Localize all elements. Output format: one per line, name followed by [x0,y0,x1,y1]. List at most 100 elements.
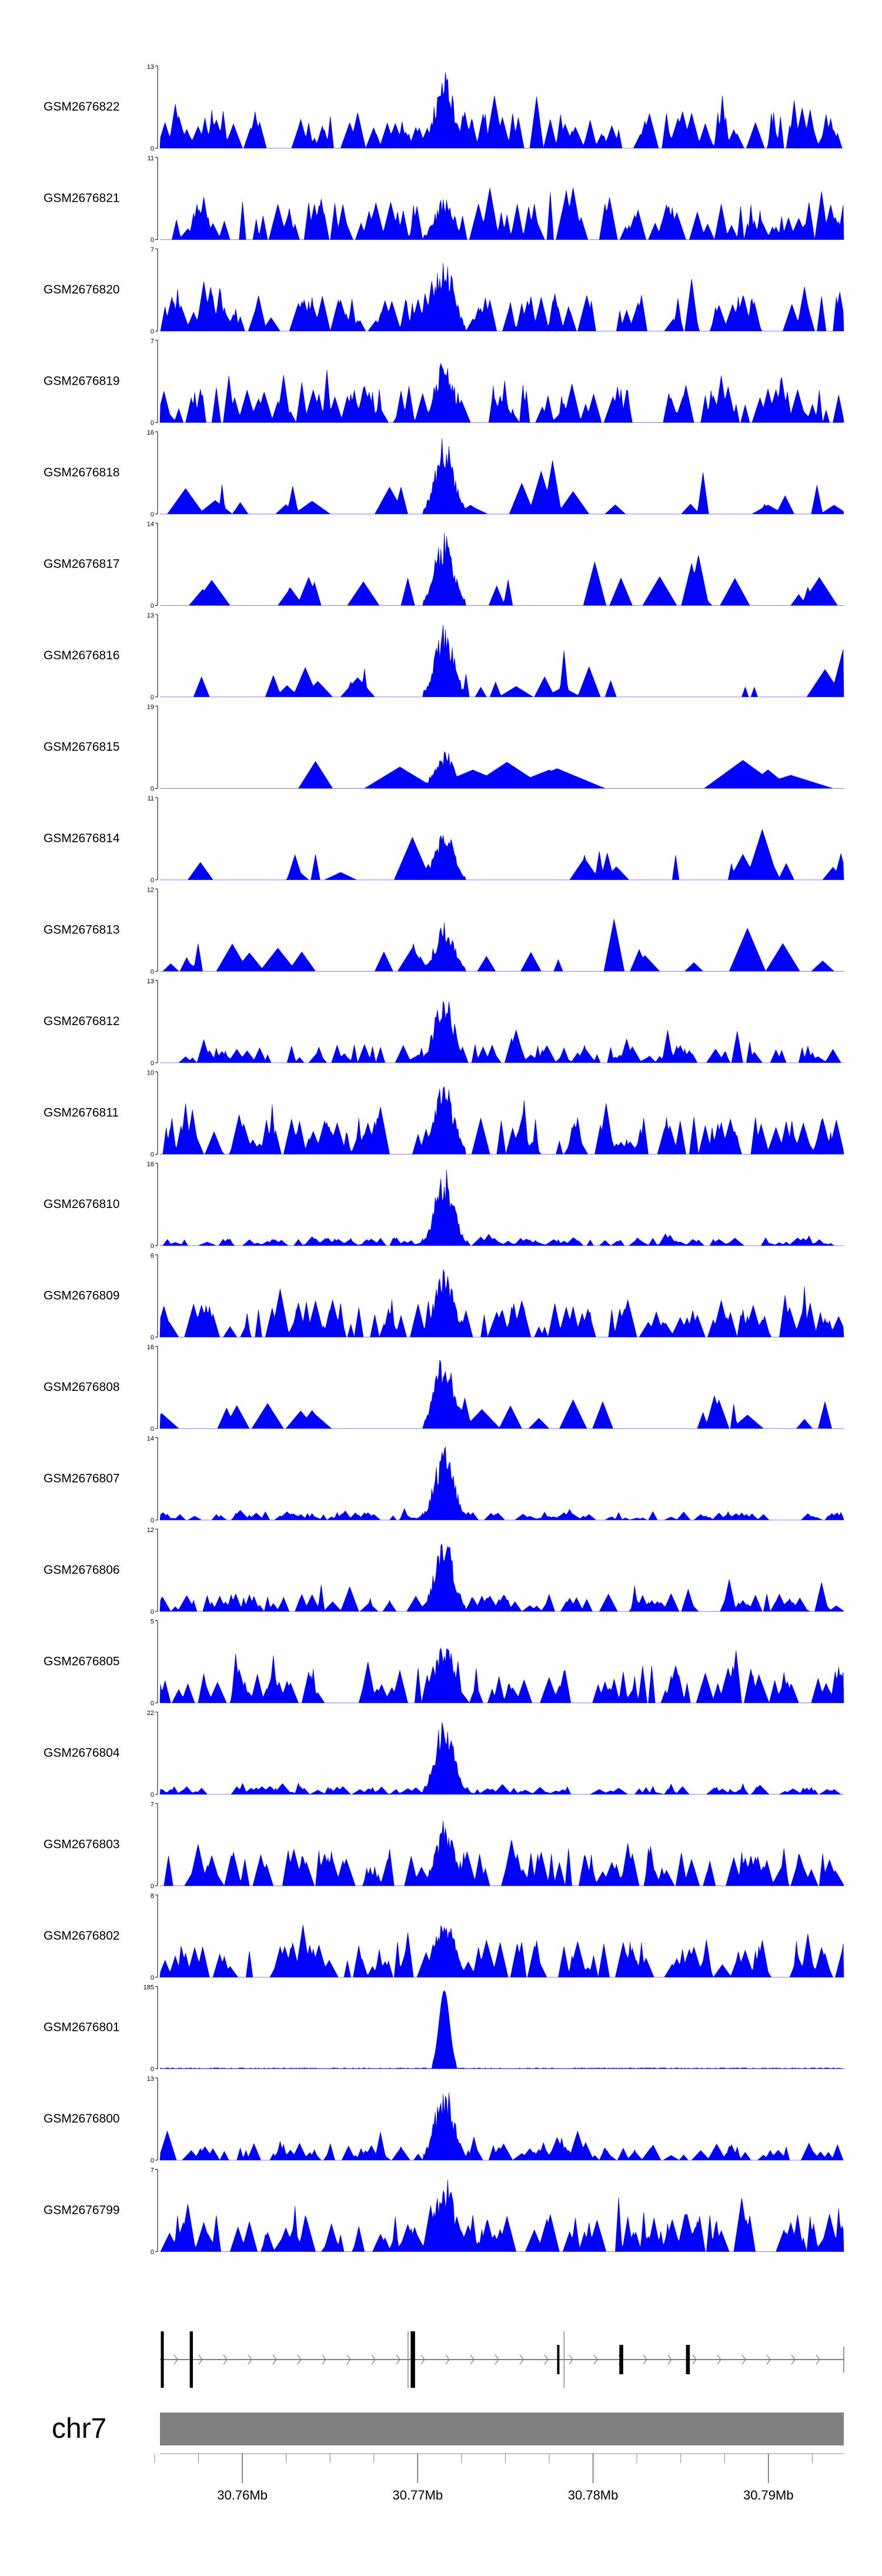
strand-arrow [297,2354,302,2365]
strand-arrow [198,2354,203,2365]
strand-arrow [396,2354,400,2365]
track-label: GSM2676809 [44,1289,120,1303]
y-max-label: 11 [148,155,154,162]
y-max-label: 12 [147,1527,154,1534]
y-max-label: 14 [147,1436,154,1443]
y-min-label: 0 [151,694,154,701]
coverage-area [159,1446,844,1520]
y-min-label: 0 [151,1883,154,1890]
coverage-area [160,187,844,241]
track-GSM2676800: GSM2676800 13 0 [44,2076,844,2164]
track-GSM2676804: GSM2676804 22 0 [44,1710,844,1798]
strand-arrow [495,2354,499,2365]
x-axis: 30.76Mb 30.77Mb 30.78Mb 30.79Mb [154,2453,844,2502]
track-GSM2676811: GSM2676811 10 0 [44,1070,844,1159]
track-GSM2676808: GSM2676808 16 0 [44,1344,844,1433]
track-GSM2676820: GSM2676820 7 0 [44,246,844,335]
coverage-area [160,1000,844,1064]
y-max-label: 5 [151,1619,154,1626]
y-max-label: 16 [147,429,154,436]
coverage-area [159,1360,844,1429]
y-max-label: 8 [151,1893,154,1900]
track-label: GSM2676811 [44,1106,119,1120]
exon [686,2345,690,2374]
y-min-label: 0 [151,1700,154,1707]
coverage-area [159,2093,844,2161]
coverage-area [159,1722,844,1795]
coverage-area [159,72,844,149]
y-max-label: 11 [148,795,154,802]
track-label: GSM2676814 [44,832,120,845]
y-min-label: 0 [151,2157,154,2164]
strand-arrow [544,2354,549,2365]
y-min-label: 0 [151,1152,154,1159]
chromosome-bar [160,2413,844,2445]
coverage-area [159,1543,844,1612]
strand-arrow [420,2354,425,2365]
y-max-label: 7 [151,2167,154,2174]
track-label: GSM2676812 [44,1015,120,1028]
track-GSM2676818: GSM2676818 16 0 [44,429,844,518]
y-max-label: 14 [147,521,154,528]
y-max-label: 19 [147,704,154,711]
ideogram-track: chr7 [52,2413,844,2445]
track-GSM2676801: GSM2676801 185 0 [44,1984,844,2073]
y-max-label: 7 [151,246,154,253]
strand-arrow [445,2354,450,2365]
y-max-label: 10 [147,1070,154,1077]
track-label: GSM2676813 [44,923,120,937]
coverage-area [160,751,844,789]
signal-tracks: GSM2676822130GSM2676821110GSM267682070GS… [44,64,844,2256]
strand-arrow [643,2354,647,2365]
coverage-area [160,263,844,332]
track-GSM2676809: GSM2676809 6 0 [44,1253,844,1342]
strand-arrow [470,2354,475,2365]
track-label: GSM2676799 [44,2204,120,2217]
y-min-label: 0 [151,1060,154,1067]
track-GSM2676819: GSM2676819 7 0 [44,338,844,427]
y-max-label: 18 [147,1161,154,1168]
track-GSM2676799: GSM2676799 7 0 [44,2167,844,2256]
exon [189,2331,193,2388]
track-label: GSM2676808 [44,1380,120,1394]
track-GSM2676812: GSM2676812 13 0 [44,978,844,1067]
track-label: GSM2676819 [44,375,120,388]
track-label: GSM2676805 [44,1655,120,1669]
y-min-label: 0 [151,1426,154,1433]
track-GSM2676817: GSM2676817 14 0 [44,521,844,610]
coverage-area [160,829,844,880]
track-label: GSM2676816 [44,649,120,662]
strand-arrow [816,2354,820,2365]
track-label: GSM2676822 [44,100,120,114]
track-GSM2676807: GSM2676807 14 0 [44,1436,844,1524]
y-min-label: 0 [151,145,154,152]
strand-arrow [173,2354,178,2365]
track-GSM2676813: GSM2676813 12 0 [44,887,844,976]
strand-arrow [741,2354,746,2365]
chromosome-label: chr7 [52,2413,106,2444]
y-max-label: 13 [147,978,154,985]
track-label: GSM2676818 [44,466,120,479]
strand-arrow [346,2354,351,2365]
coverage-area [160,2180,844,2252]
coverage-area [160,1170,844,1246]
exon [410,2331,415,2388]
y-min-label: 0 [151,1791,154,1798]
y-min-label: 0 [151,420,154,427]
x-tick-label: 30.77Mb [393,2488,443,2502]
y-min-label: 0 [151,1517,154,1524]
strand-arrow [667,2354,672,2365]
y-max-label: 7 [151,338,154,345]
y-max-label: 13 [147,2076,154,2083]
exon [161,2331,164,2388]
strand-arrow [223,2354,228,2365]
strand-arrow [371,2354,376,2365]
strand-arrow [322,2354,326,2365]
track-GSM2676805: GSM2676805 5 0 [44,1619,844,1707]
y-min-label: 0 [151,877,154,884]
y-min-label: 0 [151,1974,154,1981]
track-GSM2676806: GSM2676806 12 0 [44,1527,844,1616]
track-label: GSM2676821 [44,192,120,205]
exon [619,2345,623,2374]
